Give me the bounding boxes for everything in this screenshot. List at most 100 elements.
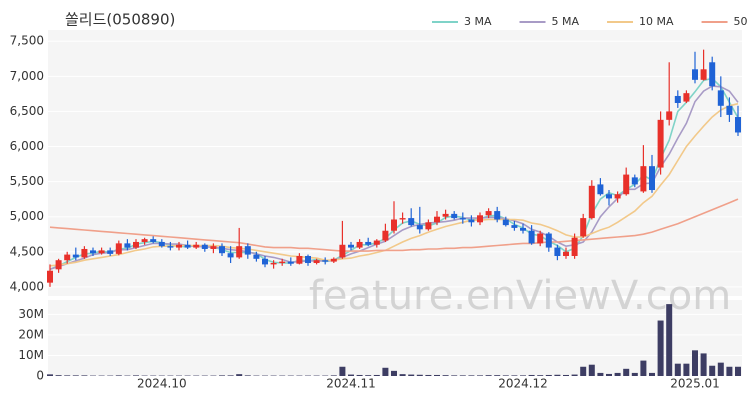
candle-body bbox=[537, 234, 543, 244]
y-tick-label: 5,500 bbox=[10, 174, 44, 188]
price-panel bbox=[48, 30, 742, 296]
candle-body bbox=[477, 215, 483, 222]
volume-bar bbox=[228, 375, 234, 376]
volume-bar bbox=[606, 374, 612, 376]
candle-body bbox=[434, 217, 440, 223]
volume-bar bbox=[382, 368, 388, 376]
candle-body bbox=[494, 211, 500, 219]
candle-body bbox=[443, 214, 449, 217]
candle-body bbox=[365, 242, 371, 245]
candle-body bbox=[107, 250, 113, 254]
volume-bar bbox=[357, 375, 363, 376]
candle-body bbox=[640, 166, 646, 191]
volume-bar bbox=[425, 375, 431, 376]
volume-bar bbox=[709, 366, 715, 376]
candle-body bbox=[382, 231, 388, 241]
volume-bar bbox=[73, 375, 79, 376]
y-tick-label: 4,000 bbox=[10, 279, 44, 293]
legend-label: 50 MA bbox=[734, 15, 750, 28]
candle-body bbox=[623, 175, 629, 195]
volume-bar bbox=[477, 375, 483, 376]
candle-body bbox=[116, 243, 122, 254]
volume-bar bbox=[408, 375, 414, 376]
volume-bar bbox=[735, 367, 741, 376]
candle-body bbox=[210, 246, 216, 249]
volume-bar bbox=[649, 373, 655, 376]
volume-bar bbox=[658, 321, 664, 376]
volume-bar bbox=[468, 375, 474, 376]
volume-bar bbox=[365, 375, 371, 376]
volume-bar bbox=[683, 364, 689, 376]
legend-label: 3 MA bbox=[464, 15, 492, 28]
y-tick-label: 4,500 bbox=[10, 244, 44, 258]
candle-body bbox=[675, 96, 681, 103]
candle-body bbox=[167, 246, 173, 247]
volume-bar bbox=[563, 375, 569, 376]
volume-bar bbox=[236, 374, 242, 376]
volume-bar bbox=[81, 375, 87, 376]
candle-body bbox=[666, 111, 672, 119]
volume-bar bbox=[701, 353, 707, 376]
candle-body bbox=[735, 117, 741, 132]
volume-bar bbox=[56, 375, 62, 376]
volume-bar bbox=[589, 365, 595, 376]
candle-body bbox=[692, 69, 698, 80]
volume-bar bbox=[116, 375, 122, 376]
candle-body bbox=[331, 259, 337, 262]
volume-bar bbox=[245, 375, 251, 376]
candle-body bbox=[683, 93, 689, 101]
candle-body bbox=[150, 239, 156, 242]
volume-bar bbox=[572, 375, 578, 376]
x-tick-label: 2024.10 bbox=[137, 377, 187, 391]
candle-body bbox=[90, 250, 96, 253]
candle-body bbox=[253, 255, 259, 259]
y-tick-label: 30M bbox=[18, 307, 44, 321]
candle-body bbox=[279, 262, 285, 263]
volume-bar bbox=[520, 375, 526, 376]
candle-body bbox=[709, 62, 715, 86]
volume-bar bbox=[503, 375, 509, 376]
candle-body bbox=[133, 242, 139, 248]
candle-body bbox=[649, 166, 655, 190]
candle-body bbox=[219, 246, 225, 253]
candle-body bbox=[64, 255, 70, 261]
candle-body bbox=[511, 225, 517, 228]
candle-body bbox=[176, 245, 182, 248]
candle-body bbox=[563, 252, 569, 256]
volume-bar bbox=[374, 375, 380, 376]
volume-bar bbox=[339, 367, 345, 376]
y-tick-label: 7,500 bbox=[10, 34, 44, 48]
y-tick-label: 10M bbox=[18, 348, 44, 362]
volume-bar bbox=[554, 375, 560, 376]
candle-body bbox=[572, 238, 578, 256]
legend-label: 5 MA bbox=[552, 15, 580, 28]
volume-bar bbox=[443, 375, 449, 376]
candle-body bbox=[580, 218, 586, 236]
candle-body bbox=[99, 250, 105, 253]
candle-body bbox=[615, 194, 621, 198]
volume-bar bbox=[623, 369, 629, 376]
candle-body bbox=[658, 120, 664, 168]
y-tick-label: 6,000 bbox=[10, 139, 44, 153]
candle-body bbox=[726, 106, 732, 115]
candle-body bbox=[47, 271, 53, 283]
candle-body bbox=[529, 231, 535, 244]
volume-bar bbox=[348, 375, 354, 376]
candle-body bbox=[124, 243, 130, 247]
candle-body bbox=[417, 225, 423, 229]
candle-body bbox=[159, 242, 165, 246]
candle-body bbox=[718, 90, 724, 105]
volume-bar bbox=[692, 350, 698, 376]
candle-body bbox=[305, 256, 311, 263]
candle-body bbox=[185, 245, 191, 248]
volume-bar bbox=[615, 373, 621, 376]
candle-body bbox=[520, 228, 526, 231]
candle-body bbox=[597, 184, 603, 194]
volume-bar bbox=[632, 373, 638, 376]
candle-body bbox=[288, 262, 294, 264]
candle-body bbox=[391, 219, 397, 230]
candle-body bbox=[425, 222, 431, 229]
candle-body bbox=[589, 186, 595, 218]
candle-body bbox=[374, 241, 380, 245]
